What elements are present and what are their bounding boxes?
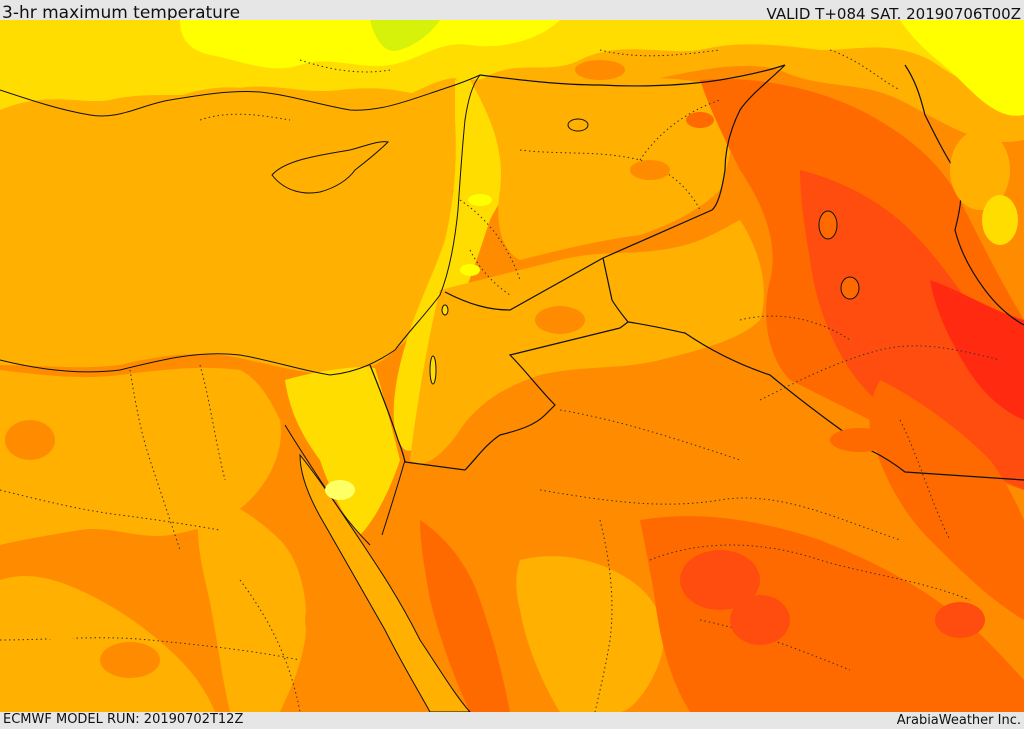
cyprus-island: [271, 141, 389, 194]
border-egypt-israel: [369, 364, 406, 463]
map-title: 3-hr maximum temperature: [2, 3, 241, 23]
gulf-of-aqaba: [381, 459, 406, 536]
border-iraq-saudi: [627, 321, 1024, 481]
sinai-yellow: [285, 367, 400, 535]
saudi-hot-east: [869, 380, 1024, 620]
model-run-label: ECMWF MODEL RUN: 20190702T12Z: [3, 712, 244, 727]
mediterranean-coastline: [0, 74, 481, 376]
sea-of-galilee: [441, 304, 449, 316]
border-iraq-iran: [904, 64, 1024, 326]
lake-habbaniyah: [840, 276, 860, 300]
border-syria-turkey: [479, 64, 786, 87]
gulf-of-suez: [284, 424, 371, 546]
saudi-hot-west: [420, 520, 510, 712]
turkey-coastline: [0, 74, 481, 117]
temperature-map: [0, 20, 1024, 712]
saudi-mild: [516, 556, 664, 712]
dead-sea: [429, 355, 437, 385]
levant-yellow-strip: [393, 80, 520, 451]
border-syria-iraq: [602, 64, 786, 259]
temperature-speckles: [5, 60, 1018, 678]
mediterranean-sea: [0, 78, 465, 376]
iraq-hottest: [930, 280, 1024, 420]
border-jordan-saudi: [404, 327, 621, 471]
lake-assad: [567, 118, 589, 132]
region-north-bright-east: [900, 20, 1024, 116]
valid-time-label: VALID T+084 SAT. 20190706T00Z: [766, 5, 1021, 23]
syria-mild: [470, 78, 735, 260]
credit-label: ArabiaWeather Inc.: [896, 713, 1021, 728]
border-jordan-syria: [444, 257, 604, 311]
border-jordan-iraq: [602, 257, 629, 329]
jordan-mild: [410, 220, 764, 464]
provincial-borders: [0, 49, 1001, 712]
region-north-bright: [180, 20, 560, 69]
red-sea: [299, 453, 471, 712]
region-north-green: [370, 20, 440, 51]
lake-tharthar: [818, 210, 838, 240]
iraq-hotter: [800, 170, 1024, 490]
